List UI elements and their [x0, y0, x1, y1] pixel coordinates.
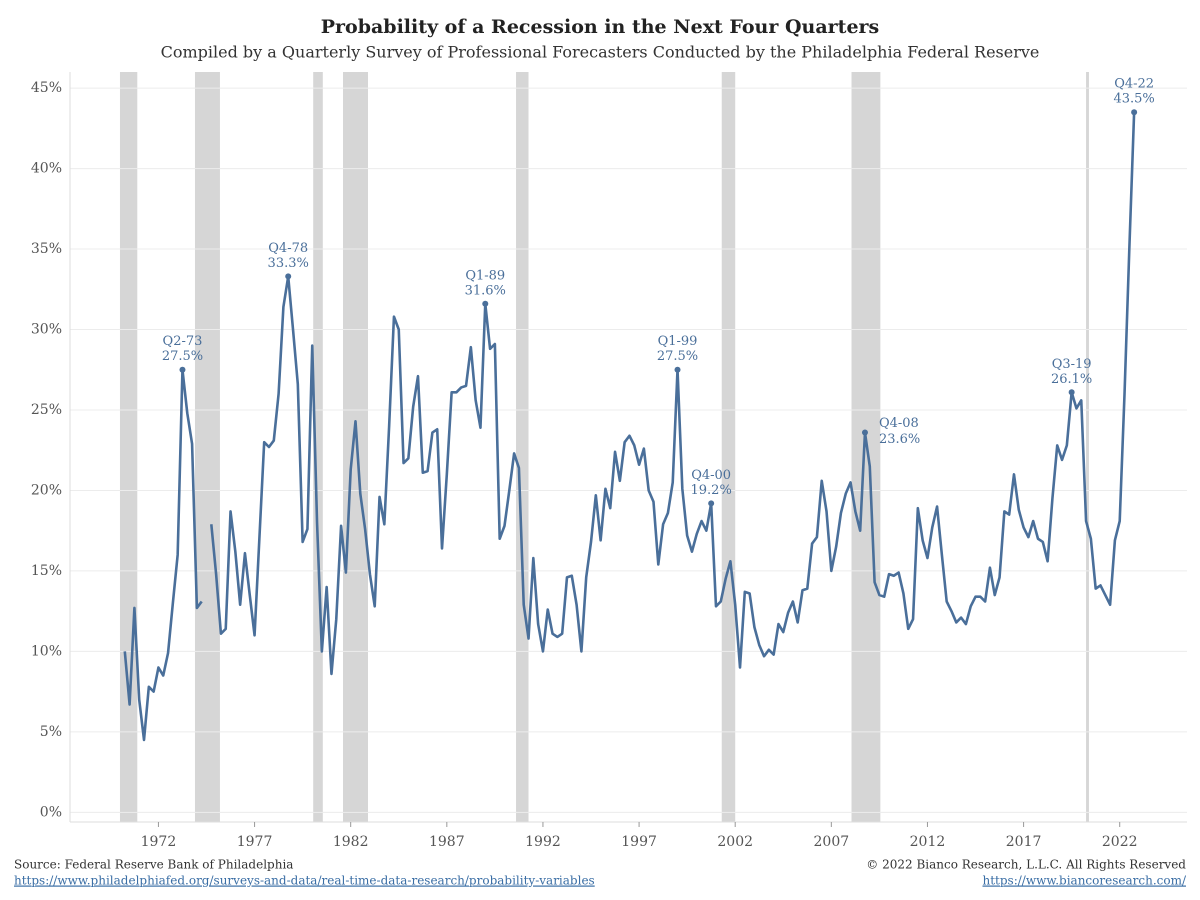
copyright: © 2022 Bianco Research, L.L.C. All Right…: [866, 858, 1186, 872]
y-tick-label: 5%: [40, 724, 62, 740]
annotation-period: Q4-08: [879, 416, 919, 431]
recession-band: [516, 72, 529, 822]
recession-band: [343, 72, 368, 822]
x-tick-label: 2017: [1006, 834, 1042, 850]
series-line: [123, 112, 1136, 742]
x-tick-label: 1982: [333, 834, 369, 850]
x-tick-label: 2007: [814, 834, 850, 850]
chart-title: Probability of a Recession in the Next F…: [321, 16, 880, 38]
annotation-value: 27.5%: [162, 349, 203, 364]
x-tick-label: 1972: [141, 834, 177, 850]
annotation-period: Q2-73: [163, 334, 203, 349]
annotation-value: 33.3%: [268, 256, 309, 271]
y-tick-label: 15%: [31, 563, 62, 579]
annotation-value: 23.6%: [879, 432, 920, 447]
annotation-value: 27.5%: [657, 349, 698, 364]
y-tick-label: 45%: [31, 80, 62, 96]
chart-subtitle: Compiled by a Quarterly Survey of Profes…: [161, 43, 1040, 62]
y-tick-label: 25%: [31, 402, 62, 418]
y-tick-label: 10%: [31, 643, 62, 659]
annotation-period: Q3-19: [1052, 357, 1092, 372]
annotation-period: Q4-00: [691, 468, 731, 483]
annotation-dot: [1068, 389, 1075, 396]
x-tick-label: 1997: [621, 834, 657, 850]
recession-band: [119, 72, 138, 822]
annotation-value: 43.5%: [1113, 92, 1154, 107]
source-link[interactable]: https://www.philadelphiafed.org/surveys-…: [14, 874, 595, 888]
annotation-period: Q1-89: [465, 268, 505, 283]
x-tick-label: 2022: [1102, 834, 1138, 850]
annotation-dot: [482, 300, 489, 307]
y-tick-label: 30%: [31, 322, 62, 338]
copyright-link[interactable]: https://www.biancoresearch.com/: [982, 874, 1186, 888]
x-tick-label: 2012: [910, 834, 946, 850]
annotation-dot: [708, 500, 715, 507]
recession-band: [721, 72, 736, 822]
annotation-value: 19.2%: [691, 483, 732, 498]
annotation-dot: [1131, 109, 1138, 116]
recession-band: [1086, 72, 1089, 822]
annotation-period: Q4-22: [1114, 77, 1154, 92]
y-tick-label: 0%: [40, 804, 62, 820]
recession-band: [313, 72, 323, 822]
annotation-value: 26.1%: [1051, 372, 1092, 387]
annotation-dot: [285, 273, 292, 280]
x-tick-label: 1987: [429, 834, 465, 850]
recession-band: [194, 72, 220, 822]
y-tick-label: 35%: [31, 241, 62, 257]
y-tick-label: 40%: [31, 161, 62, 177]
x-tick-label: 1977: [237, 834, 273, 850]
annotation-dot: [179, 366, 186, 373]
source: Source: Federal Reserve Bank of Philadel…: [14, 858, 293, 872]
x-tick-label: 1992: [525, 834, 561, 850]
annotation-dot: [674, 366, 681, 373]
annotation-dot: [861, 429, 868, 436]
x-tick-label: 2002: [717, 834, 753, 850]
annotation-value: 31.6%: [465, 283, 506, 298]
annotation-period: Q1-99: [658, 334, 698, 349]
annotation-period: Q4-78: [268, 241, 308, 256]
y-tick-label: 20%: [31, 482, 62, 498]
